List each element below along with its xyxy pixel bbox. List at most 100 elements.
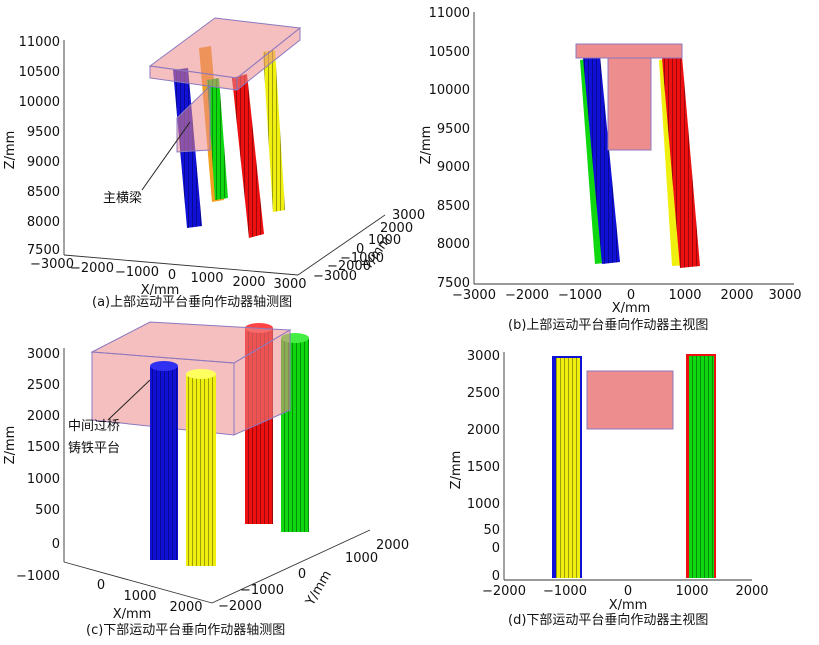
panel-c-annotation-line2: 铸铁平台 xyxy=(68,440,120,456)
panel-a-x-ticks: −3000 −2000 −1000 0 1000 2000 3000 xyxy=(30,257,307,292)
panel-c-z-tick: 2000 xyxy=(27,409,60,424)
panel-b-x-tick: −3000 xyxy=(452,288,496,303)
panel-a-x-axis xyxy=(63,254,299,276)
panel-c-y-axis xyxy=(211,529,371,604)
panel-a-z-tick: 10500 xyxy=(19,65,60,80)
panel-a-z-tick: 10000 xyxy=(19,95,60,110)
panel-d-cylinders xyxy=(552,354,716,578)
panel-b-cylinders xyxy=(580,56,700,268)
panel-b-x-tick: −2000 xyxy=(505,288,549,303)
panel-c: 3000 2500 2000 1500 1000 500 0 −1000 Z/m… xyxy=(3,321,409,638)
panel-d-z-tick: 0 xyxy=(492,541,500,556)
panel-c-z-tick: 3000 xyxy=(27,347,60,362)
panel-a-platform xyxy=(148,17,302,153)
panel-b-x-tick: 0 xyxy=(627,288,635,303)
panel-a-y-tick: 1000 xyxy=(368,233,401,248)
panel-b-x-tick: 1000 xyxy=(668,288,701,303)
panel-a-cylinders xyxy=(173,46,285,238)
panel-c-y-tick: 2000 xyxy=(376,538,409,553)
panel-b-x-tick: −1000 xyxy=(558,288,602,303)
panel-d-x-tick: 1000 xyxy=(675,584,708,599)
panel-c-y-tick: −2000 xyxy=(218,599,262,614)
panel-a-z-ticks: 11000 10500 10000 9500 9000 8500 8000 75… xyxy=(19,35,60,258)
panel-d-z-tick: 2000 xyxy=(467,423,500,438)
panel-a-y-tick: −2000 xyxy=(327,259,371,274)
panel-d-z-tick: 2500 xyxy=(467,386,500,401)
panel-b-z-tick: 9000 xyxy=(437,160,470,175)
panel-a-y-ticks: 3000 2000 1000 0 −1000 −2000 −3000 xyxy=(313,208,425,284)
panel-d-z-label: Z/mm xyxy=(449,451,464,490)
panel-a-y-tick: −3000 xyxy=(313,269,357,284)
panel-d-caption: (d)下部运动平台垂向作动器主视图 xyxy=(508,612,708,628)
panel-c-x-ticks: 0 1000 2000 xyxy=(97,578,203,615)
panel-b-z-label: Z/mm xyxy=(419,126,434,165)
panel-a-x-tick: −2000 xyxy=(70,261,114,276)
panel-c-x-tick: 2000 xyxy=(169,600,202,615)
panel-d-x-tick: −1000 xyxy=(543,584,587,599)
panel-a-z-tick: 9500 xyxy=(27,125,60,140)
panel-d-x-tick: −2000 xyxy=(482,584,526,599)
panel-a-x-tick: −1000 xyxy=(115,265,159,280)
panel-d-z-tick: 3000 xyxy=(467,349,500,364)
panel-c-x-tick: 1000 xyxy=(123,589,156,604)
panel-b-z-tick: 10000 xyxy=(429,83,470,98)
panel-c-z-tick: 1500 xyxy=(27,440,60,455)
panel-d-x-tick: 2000 xyxy=(735,584,768,599)
panel-d-z-tick: 0 xyxy=(492,569,500,584)
panel-c-cylinders-front xyxy=(150,361,216,566)
panel-c-y-tick: 0 xyxy=(298,567,306,582)
panel-d-x-ticks: −2000 −1000 0 1000 2000 xyxy=(482,584,769,599)
panel-c-y-label: Y/mm xyxy=(303,568,335,609)
panel-a-x-label: X/mm xyxy=(141,283,180,298)
panel-b-x-tick: 2000 xyxy=(720,288,753,303)
panel-c-x-label: X/mm xyxy=(113,607,152,622)
panel-d-platform xyxy=(586,370,674,430)
panel-a-caption: (a)上部运动平台垂向作动器轴测图 xyxy=(92,294,292,310)
panel-c-z-tick: 1000 xyxy=(27,472,60,487)
panel-d-x-tick: 0 xyxy=(624,584,632,599)
panel-c-y-tick: −1000 xyxy=(240,583,284,598)
panel-d-x-label: X/mm xyxy=(609,598,648,613)
panel-d-z-tick: 1000 xyxy=(467,497,500,512)
panel-c-annotation-line1: 中间过桥 xyxy=(68,419,120,434)
panel-c-caption: (c)下部运动平台垂向作动器轴测图 xyxy=(86,622,285,638)
panel-b-z-tick: 8500 xyxy=(437,199,470,214)
panel-a-z-label: Z/mm xyxy=(3,131,18,170)
panel-a-y-tick: 2000 xyxy=(380,221,413,236)
panel-a-y-tick: 0 xyxy=(356,242,364,257)
panel-c-z-tick: 500 xyxy=(35,503,60,518)
panel-a-x-tick: 1000 xyxy=(190,271,223,286)
panel-b: 11000 10500 10000 9500 9000 8500 8000 75… xyxy=(419,6,802,333)
panel-a-y-tick: 3000 xyxy=(392,208,425,223)
panel-c-y-ticks: 2000 1000 0 −1000 −2000 xyxy=(218,538,409,614)
panel-b-z-ticks: 11000 10500 10000 9500 9000 8500 8000 75… xyxy=(429,6,470,291)
panel-a: 11000 10500 10000 9500 9000 8500 8000 75… xyxy=(3,17,425,310)
panel-a-z-tick: 11000 xyxy=(19,35,60,50)
panel-c-y-tick: 1000 xyxy=(345,551,378,566)
panel-b-z-tick: 7500 xyxy=(437,276,470,291)
panel-b-z-tick: 11000 xyxy=(429,6,470,21)
panel-a-z-tick: 8000 xyxy=(27,215,60,230)
panel-a-x-tick: 0 xyxy=(168,268,176,283)
panel-a-x-tick: −3000 xyxy=(30,257,74,272)
panel-b-x-ticks: −3000 −2000 −1000 0 1000 2000 3000 xyxy=(452,288,802,303)
panel-c-x-axis xyxy=(63,561,213,604)
panel-a-z-tick: 7500 xyxy=(27,243,60,258)
panel-b-z-tick: 8000 xyxy=(437,237,470,252)
panel-c-x-tick: 0 xyxy=(97,578,105,593)
panel-a-annotation: 主横梁 xyxy=(103,191,142,206)
panel-a-z-tick: 8500 xyxy=(27,185,60,200)
panel-a-z-tick: 9000 xyxy=(27,155,60,170)
panel-b-x-tick: 3000 xyxy=(768,288,801,303)
panel-b-z-tick: 10500 xyxy=(429,45,470,60)
panel-b-caption: (b)上部运动平台垂向作动器主视图 xyxy=(508,317,708,333)
panel-d-z-ticks: 3000 2500 2000 1500 1000 50 0 0 xyxy=(467,349,500,584)
panel-b-x-label: X/mm xyxy=(612,301,651,316)
panel-c-z-tick: −1000 xyxy=(16,569,60,584)
panel-b-platform-body xyxy=(607,57,652,151)
panel-c-annotation-leader xyxy=(107,379,151,421)
panel-c-z-label: Z/mm xyxy=(3,426,18,465)
panel-c-z-tick: 0 xyxy=(52,537,60,552)
panel-d-z-tick: 1500 xyxy=(467,460,500,475)
